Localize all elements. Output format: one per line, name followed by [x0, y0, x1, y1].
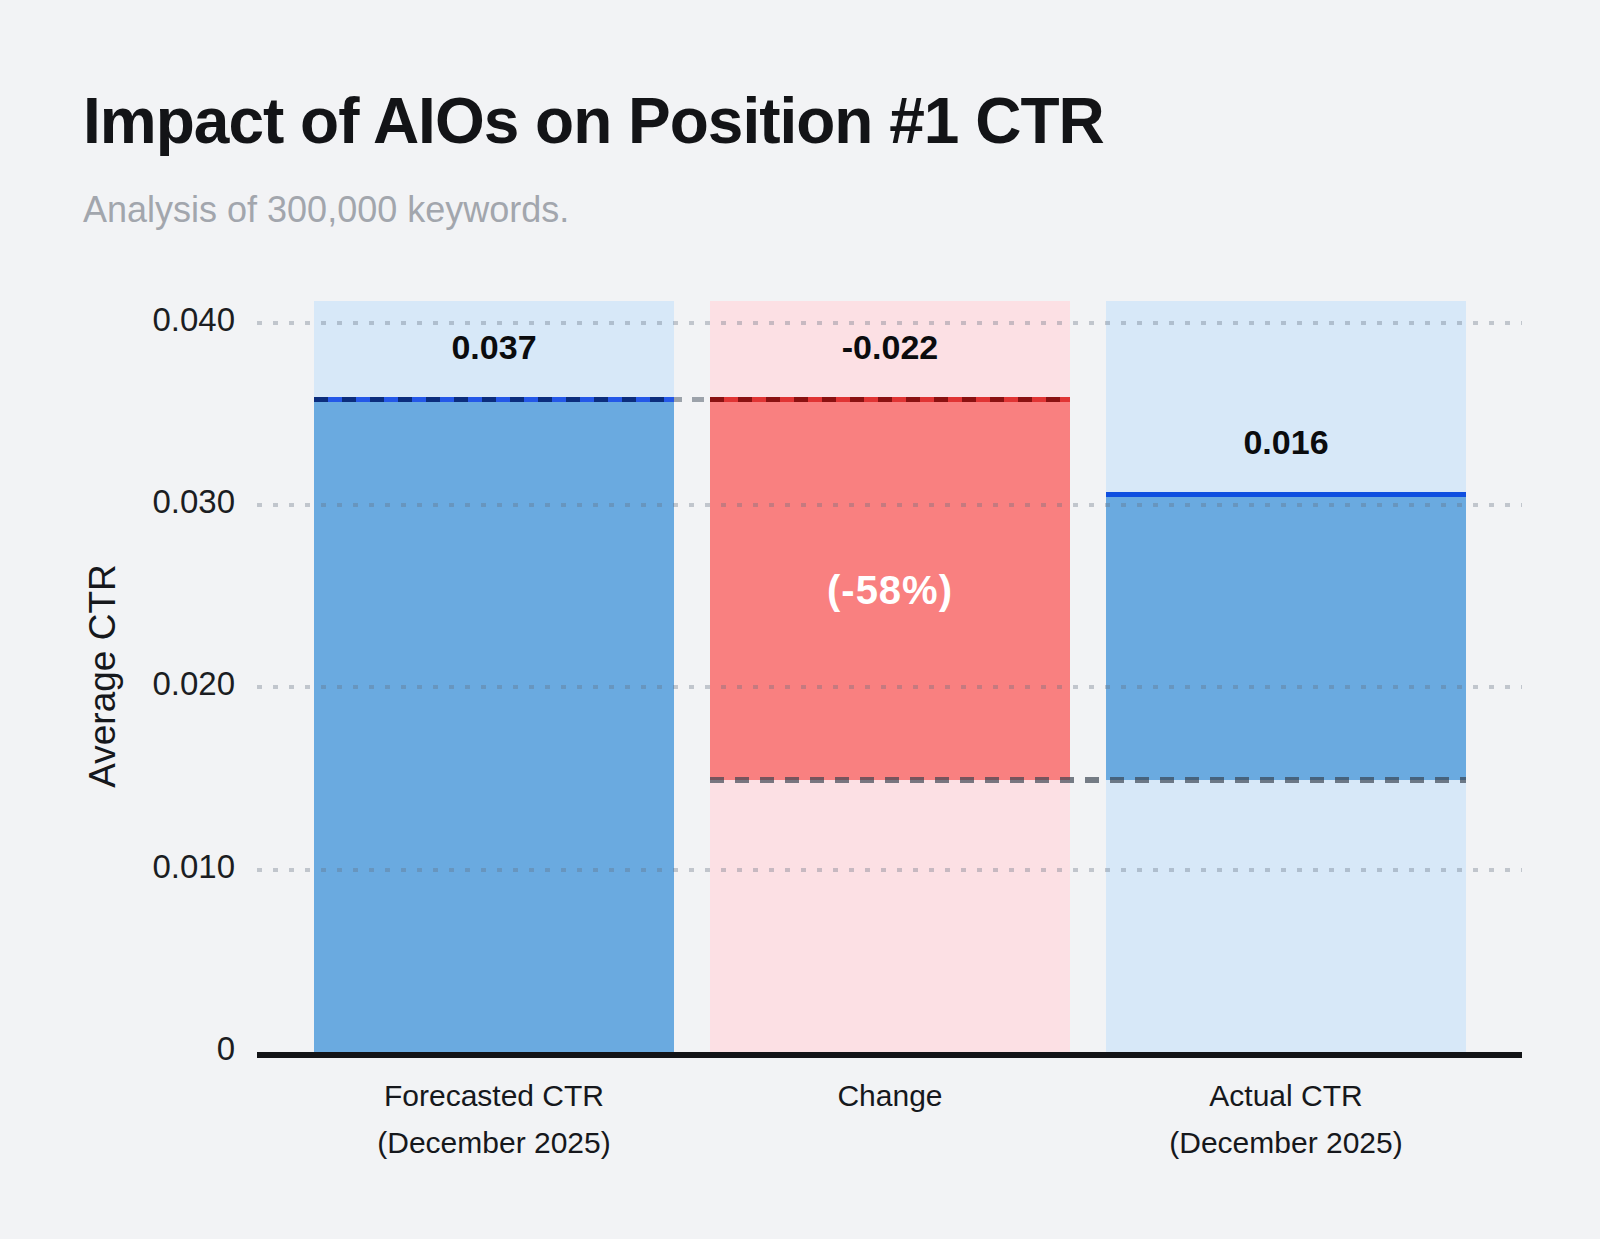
change-floor-dashed-line	[710, 777, 1466, 783]
bar-percent-label: (-58%)	[710, 560, 1070, 620]
x-label-line2: (December 2025)	[1169, 1119, 1402, 1166]
x-axis-label-forecasted: Forecasted CTR (December 2025)	[377, 1072, 610, 1166]
x-axis-label-actual: Actual CTR (December 2025)	[1169, 1072, 1402, 1166]
y-tick-0040: 0.040	[0, 297, 235, 343]
bar-cap-line	[314, 397, 674, 402]
x-label-line1: Forecasted CTR	[377, 1072, 610, 1119]
x-axis-label-change: Change	[837, 1072, 942, 1119]
bar-cap-line	[1106, 492, 1466, 497]
bar-value-label: 0.037	[314, 324, 674, 370]
y-tick-0020: 0.020	[0, 661, 235, 707]
forecast-cap-connector-dashes	[670, 397, 714, 402]
x-axis-line	[257, 1052, 1522, 1058]
y-tick-0: 0	[0, 1026, 235, 1072]
y-tick-0010: 0.010	[0, 844, 235, 890]
x-label-line1: Actual CTR	[1169, 1072, 1402, 1119]
bar-value-label: 0.016	[1106, 419, 1466, 465]
bar-fill	[314, 399, 674, 1052]
y-tick-0030: 0.030	[0, 479, 235, 525]
x-label-line2: (December 2025)	[377, 1119, 610, 1166]
chart-canvas: Impact of AIOs on Position #1 CTR Analys…	[0, 0, 1600, 1239]
bar-fill	[1106, 494, 1466, 780]
gridline-0020	[257, 685, 1522, 689]
gridline-0010	[257, 868, 1522, 872]
gridline-0030	[257, 503, 1522, 507]
bar-value-label: -0.022	[710, 324, 1070, 370]
x-label-line1: Change	[837, 1072, 942, 1119]
bar-cap-line	[710, 397, 1070, 402]
